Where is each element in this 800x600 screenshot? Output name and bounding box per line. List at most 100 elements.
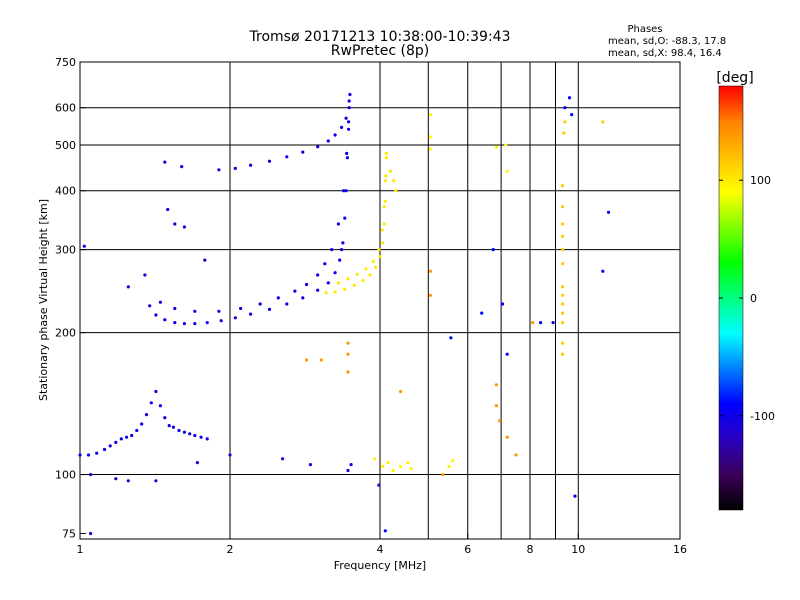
data-point <box>346 352 350 356</box>
data-point <box>333 133 337 137</box>
data-point <box>323 262 327 266</box>
data-point <box>428 293 432 297</box>
colorbar-ticks: 100 0 -100 <box>719 174 775 423</box>
data-point <box>171 425 175 429</box>
data-point <box>531 321 535 325</box>
x-axis-ticks: 1 2 4 6 8 10 16 <box>77 533 687 556</box>
data-point <box>330 248 334 252</box>
data-point <box>217 168 221 172</box>
data-point <box>338 258 342 262</box>
data-point <box>441 473 445 477</box>
chart-title: Tromsø 20171213 10:38:00-10:39:43 <box>249 29 511 45</box>
data-point <box>233 316 237 320</box>
x-tick-label: 2 <box>227 543 234 556</box>
data-point <box>188 432 192 436</box>
phase-box-line-o: mean, sd,O: -88.3, 17.8 <box>608 36 726 47</box>
data-point <box>561 222 565 226</box>
data-point <box>347 106 351 110</box>
data-point <box>539 321 543 325</box>
y-axis-ticks: 75 100 200 300 400 500 600 750 <box>55 56 86 540</box>
data-point <box>180 165 184 169</box>
data-point <box>89 473 93 477</box>
data-point <box>285 155 289 159</box>
data-point <box>601 120 605 124</box>
data-point <box>428 113 432 117</box>
phase-box-line-x: mean, sd,X: 98.4, 16.4 <box>608 48 722 59</box>
data-point <box>494 145 498 149</box>
data-point <box>573 494 577 498</box>
data-point <box>382 205 386 209</box>
data-points <box>78 92 611 536</box>
data-point <box>316 145 320 149</box>
data-point <box>570 113 574 117</box>
data-point <box>203 258 207 262</box>
data-point <box>561 352 565 356</box>
data-point <box>498 419 502 423</box>
data-point <box>382 222 386 226</box>
data-point <box>182 225 186 229</box>
data-point <box>505 169 509 173</box>
data-point <box>352 283 356 287</box>
data-point <box>449 336 453 340</box>
data-point <box>501 302 505 306</box>
data-point <box>383 179 387 183</box>
data-point <box>108 444 112 448</box>
data-point <box>561 321 565 325</box>
data-point <box>228 453 232 457</box>
data-point <box>348 92 352 97</box>
data-point <box>140 422 144 426</box>
data-point <box>233 166 237 170</box>
data-point <box>336 281 340 285</box>
data-point <box>381 241 385 245</box>
data-point <box>346 468 350 473</box>
data-point <box>386 461 390 465</box>
data-point <box>345 151 349 155</box>
data-point <box>82 244 86 248</box>
data-point <box>399 389 403 394</box>
data-point <box>249 163 253 167</box>
data-point <box>347 120 351 124</box>
data-point <box>195 461 199 465</box>
data-point <box>561 262 565 266</box>
y-tick-label: 75 <box>62 527 76 540</box>
data-point <box>158 300 162 304</box>
data-point <box>308 463 312 467</box>
data-point <box>125 435 129 439</box>
data-point <box>305 358 309 362</box>
data-point <box>561 293 565 297</box>
data-point <box>193 309 197 313</box>
data-point <box>166 207 170 212</box>
data-point <box>324 291 328 295</box>
data-point <box>316 288 320 292</box>
data-point <box>135 428 139 433</box>
data-point <box>267 159 272 163</box>
y-tick-label: 300 <box>55 244 76 257</box>
data-point <box>217 309 221 313</box>
data-point <box>193 322 197 326</box>
data-point <box>561 341 565 345</box>
x-tick-label: 10 <box>571 543 585 556</box>
data-point <box>267 307 272 311</box>
data-point <box>143 273 147 277</box>
x-axis-label: Frequency [MHz] <box>334 559 426 572</box>
data-point <box>333 290 337 294</box>
x-tick-label: 1 <box>77 543 84 556</box>
data-point <box>177 428 181 433</box>
data-point <box>364 267 368 271</box>
data-point <box>326 139 330 143</box>
data-point <box>355 272 359 276</box>
colorbar-tick-label: -100 <box>750 410 775 423</box>
x-tick-label: 6 <box>464 543 471 556</box>
data-point <box>154 479 158 483</box>
data-point <box>343 216 347 220</box>
data-point <box>173 222 177 226</box>
data-point <box>561 205 565 209</box>
data-point <box>561 234 565 238</box>
data-point <box>428 147 432 151</box>
data-point <box>349 463 353 467</box>
x-tick-label: 4 <box>377 543 384 556</box>
data-point <box>391 468 395 473</box>
y-tick-label: 100 <box>55 469 76 482</box>
data-point <box>205 437 209 441</box>
data-point <box>384 174 388 178</box>
